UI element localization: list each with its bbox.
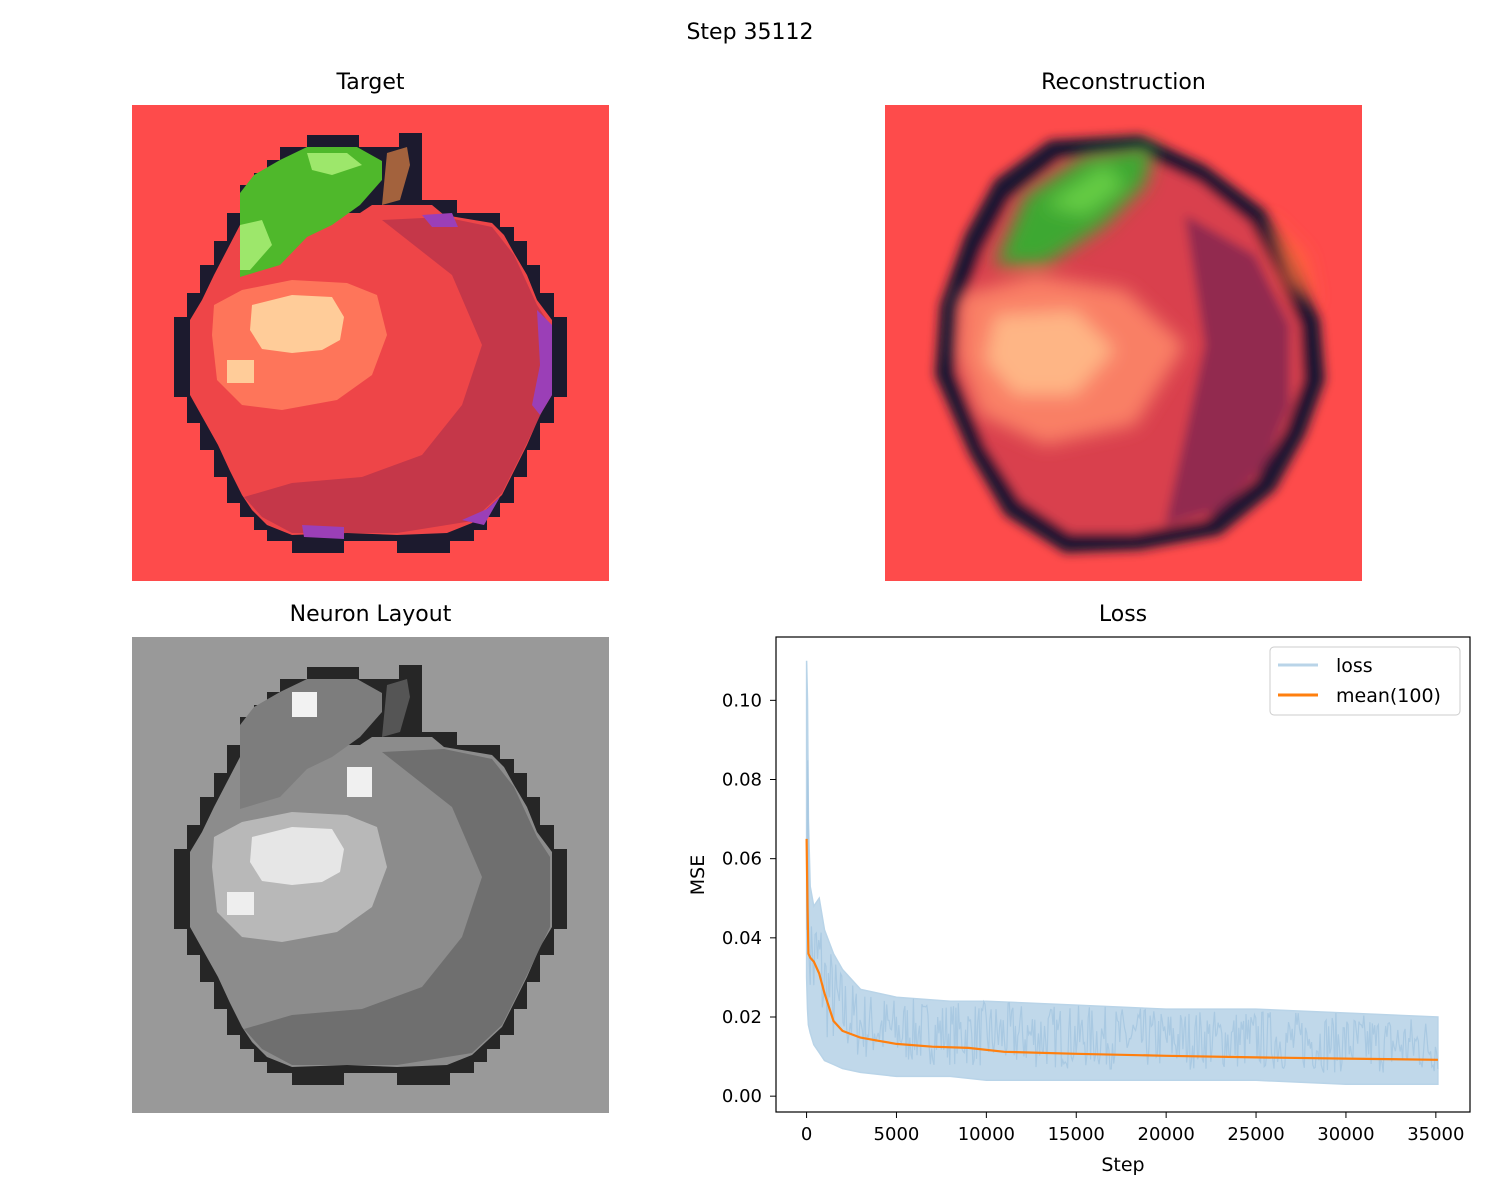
x-tick-label: 25000	[1227, 1124, 1284, 1145]
plot-frame	[775, 636, 1471, 1113]
y-tick-label: 0.08	[722, 770, 762, 791]
x-axis-label: Step	[1101, 1154, 1144, 1176]
loss-chart: 0 5000 10000 15000 20000 25000 30000 35000 0.00…	[680, 630, 1500, 1200]
x-tick-label: 5000	[874, 1124, 920, 1145]
x-tick-label: 15000	[1048, 1124, 1105, 1145]
target-title: Target	[336, 70, 405, 95]
y-tick-label: 0.04	[722, 928, 762, 949]
loss-series-band	[805, 660, 1439, 1086]
neuron-layout-image	[132, 637, 609, 1113]
loss-series-line	[806, 760, 1439, 1073]
mean-series-line	[805, 838, 1438, 1061]
x-tick-label: 35000	[1407, 1124, 1464, 1145]
x-tick-label: 20000	[1138, 1124, 1195, 1145]
reconstruction-title: Reconstruction	[1041, 70, 1206, 95]
y-axis-label: MSE	[687, 855, 709, 895]
legend-loss-label: loss	[1336, 655, 1373, 677]
y-tick-label: 0.02	[722, 1007, 762, 1028]
y-tick-label: 0.10	[722, 690, 762, 711]
y-tick-label: 0.00	[722, 1086, 762, 1107]
x-tick-label: 0	[801, 1124, 812, 1145]
target-image	[132, 105, 609, 581]
figure-title: Step 35112	[686, 20, 814, 45]
neuron-layout-title: Neuron Layout	[289, 602, 452, 627]
y-tick-label: 0.06	[722, 849, 762, 870]
loss-title: Loss	[1098, 602, 1148, 627]
legend-mean-label: mean(100)	[1336, 685, 1441, 707]
reconstruction-image	[885, 105, 1362, 581]
x-tick-label: 30000	[1317, 1124, 1374, 1145]
x-tick-label: 10000	[958, 1124, 1015, 1145]
legend: loss mean(100)	[1269, 646, 1461, 716]
